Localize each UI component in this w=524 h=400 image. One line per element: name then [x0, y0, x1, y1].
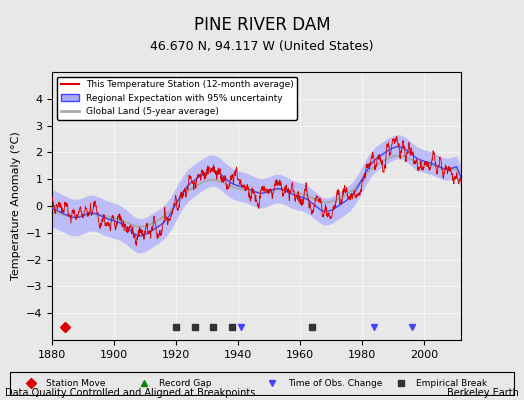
Text: Station Move: Station Move: [46, 378, 106, 388]
Text: Berkeley Earth: Berkeley Earth: [447, 388, 519, 398]
FancyBboxPatch shape: [10, 372, 514, 395]
Text: 46.670 N, 94.117 W (United States): 46.670 N, 94.117 W (United States): [150, 40, 374, 53]
Y-axis label: Temperature Anomaly (°C): Temperature Anomaly (°C): [10, 132, 20, 280]
Text: Data Quality Controlled and Aligned at Breakpoints: Data Quality Controlled and Aligned at B…: [5, 388, 256, 398]
Text: PINE RIVER DAM: PINE RIVER DAM: [194, 16, 330, 34]
Text: Record Gap: Record Gap: [159, 378, 212, 388]
Text: Empirical Break: Empirical Break: [416, 378, 487, 388]
Text: Time of Obs. Change: Time of Obs. Change: [288, 378, 382, 388]
Legend: This Temperature Station (12-month average), Regional Expectation with 95% uncer: This Temperature Station (12-month avera…: [57, 76, 297, 120]
